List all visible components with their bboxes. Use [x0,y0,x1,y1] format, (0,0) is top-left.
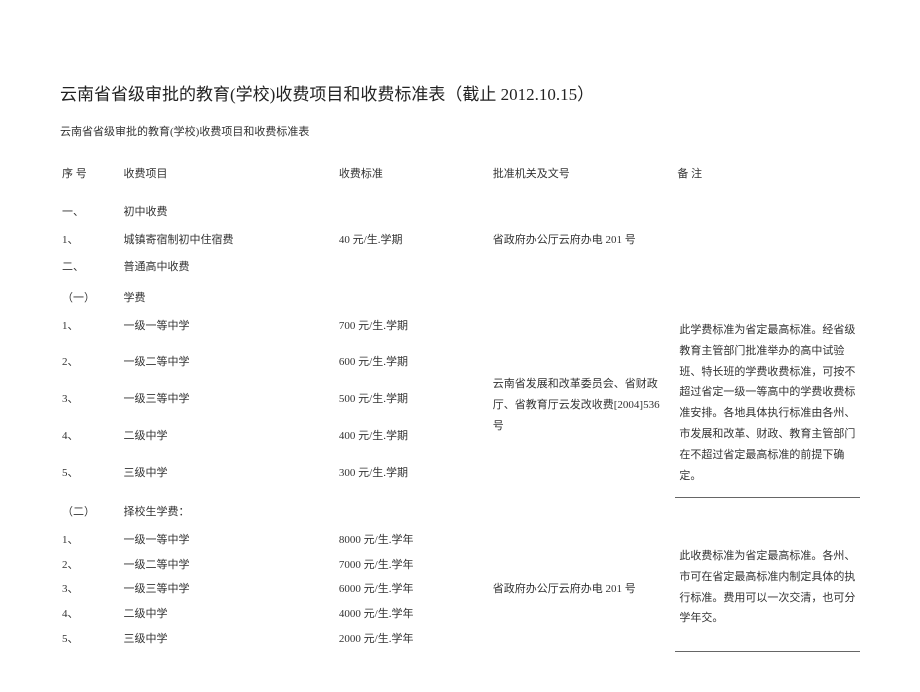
cell-note: 此收费标准为省定最高标准。各州、市可在省定最高标准内制定具体的执行标准。费用可以… [675,528,860,651]
cell-idx: 1、 [60,228,122,253]
cell-std: 2000 元/生.学年 [337,627,491,652]
cell-idx: （一） [60,283,122,314]
cell-item: 普通高中收费 [122,252,337,283]
cell-idx: 二、 [60,252,122,283]
col-item: 收费项目 [122,161,337,197]
cell-idx: 4、 [60,424,122,461]
cell-idx: 3、 [60,577,122,602]
cell-idx: 1、 [60,528,122,553]
cell-idx: 5、 [60,627,122,652]
cell-item: 三级中学 [122,627,337,652]
cell-item: 二级中学 [122,424,337,461]
page-title: 云南省省级审批的教育(学校)收费项目和收费标准表（截止 2012.10.15） [60,80,860,105]
section-row: 二、 普通高中收费 [60,252,860,283]
cell-item: 初中收费 [122,197,337,228]
cell-std: 600 元/生.学期 [337,350,491,387]
table-row: 1、 一级一等中学 8000 元/生.学年 省政府办公厅云府办电 201 号 此… [60,528,860,553]
col-index: 序 号 [60,161,122,197]
col-standard: 收费标准 [337,161,491,197]
cell-std: 400 元/生.学期 [337,424,491,461]
cell-idx: 5、 [60,461,122,498]
cell-std: 8000 元/生.学年 [337,528,491,553]
cell-idx: 4、 [60,602,122,627]
cell-auth: 省政府办公厅云府办电 201 号 [491,528,676,651]
cell-std: 700 元/生.学期 [337,314,491,351]
cell-idx: 2、 [60,350,122,387]
col-note: 备 注 [675,161,860,197]
cell-idx: 2、 [60,553,122,578]
cell-auth: 省政府办公厅云府办电 201 号 [491,228,676,253]
cell-note: 此学费标准为省定最高标准。经省级教育主管部门批准举办的高中试验班、特长班的学费收… [675,314,860,498]
cell-item: 择校生学费： [122,497,337,528]
cell-auth: 云南省发展和改革委员会、省财政厅、省教育厅云发改收费[2004]536 号 [491,314,676,498]
cell-idx: 3、 [60,387,122,424]
cell-std: 7000 元/生.学年 [337,553,491,578]
section-row: （二） 择校生学费： [60,497,860,528]
section-row: （一） 学费 [60,283,860,314]
cell-item: 学费 [122,283,337,314]
page-subtitle: 云南省省级审批的教育(学校)收费项目和收费标准表 [60,123,860,139]
table-row: 1、 一级一等中学 700 元/生.学期 云南省发展和改革委员会、省财政厅、省教… [60,314,860,351]
cell-idx: （二） [60,497,122,528]
cell-item: 三级中学 [122,461,337,498]
cell-item: 一级二等中学 [122,350,337,387]
cell-item: 一级三等中学 [122,577,337,602]
fee-table: 序 号 收费项目 收费标准 批准机关及文号 备 注 一、 初中收费 1、 城镇寄… [60,161,860,652]
cell-std: 6000 元/生.学年 [337,577,491,602]
cell-std: 500 元/生.学期 [337,387,491,424]
cell-item: 二级中学 [122,602,337,627]
table-row: 1、 城镇寄宿制初中住宿费 40 元/生.学期 省政府办公厅云府办电 201 号 [60,228,860,253]
table-header-row: 序 号 收费项目 收费标准 批准机关及文号 备 注 [60,161,860,197]
cell-item: 一级三等中学 [122,387,337,424]
cell-item: 一级一等中学 [122,528,337,553]
col-authority: 批准机关及文号 [491,161,676,197]
cell-item: 一级二等中学 [122,553,337,578]
cell-std: 300 元/生.学期 [337,461,491,498]
cell-idx: 一、 [60,197,122,228]
cell-item: 一级一等中学 [122,314,337,351]
cell-std: 40 元/生.学期 [337,228,491,253]
cell-item: 城镇寄宿制初中住宿费 [122,228,337,253]
cell-std: 4000 元/生.学年 [337,602,491,627]
cell-idx: 1、 [60,314,122,351]
section-row: 一、 初中收费 [60,197,860,228]
